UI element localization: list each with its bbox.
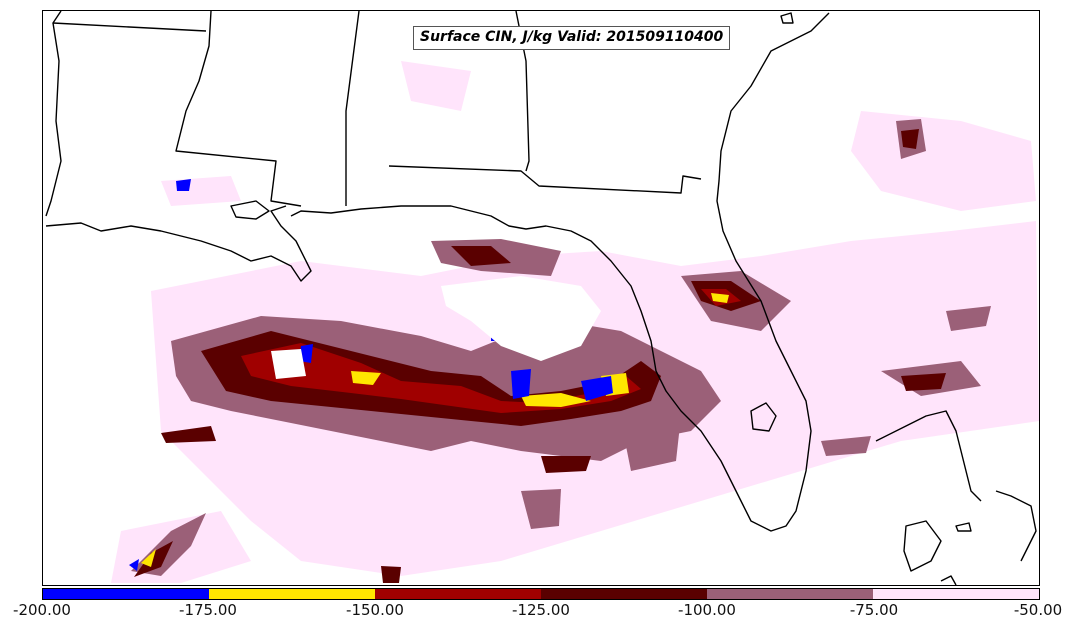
northeast-small-island bbox=[780, 12, 794, 24]
colorbar-tick-label: -175.00 bbox=[179, 601, 237, 619]
lake-pontchartrain bbox=[230, 200, 270, 220]
colorbar-segment-6 bbox=[873, 589, 1039, 599]
colorbar-tick-label: -200.00 bbox=[13, 601, 71, 619]
colorbar-ticks: -200.00 -175.00 -150.00 -125.00 -100.00 … bbox=[0, 600, 1076, 630]
colorbar-tick-label: -75.00 bbox=[849, 601, 899, 619]
colorbar-tick-label: -150.00 bbox=[346, 601, 404, 619]
state-boundary-alabama-florida bbox=[388, 165, 702, 194]
colorbar-segment-2 bbox=[209, 589, 375, 599]
state-boundary-mississippi-west bbox=[175, 11, 302, 207]
state-boundary-louisiana-mississippi-river bbox=[45, 22, 62, 217]
bahamas-island bbox=[903, 520, 942, 572]
cin-clear-area bbox=[271, 276, 601, 379]
cin-field bbox=[111, 61, 1039, 583]
lake-okeechobee bbox=[750, 402, 777, 432]
keys-island bbox=[940, 575, 957, 585]
map-panel: Surface CIN, J/kg Valid: 201509110400 bbox=[42, 10, 1040, 586]
colorbar-tick-label: -125.00 bbox=[512, 601, 570, 619]
map-title: Surface CIN, J/kg Valid: 201509110400 bbox=[413, 26, 731, 50]
colorbar-tick-label: -50.00 bbox=[1013, 601, 1063, 619]
colorbar-segment-3 bbox=[375, 589, 541, 599]
geographic-boundaries bbox=[45, 11, 1037, 585]
state-boundary-mississippi-alabama bbox=[345, 11, 360, 206]
colorbar-segment-4 bbox=[541, 589, 707, 599]
colorbar-segment-1 bbox=[43, 589, 209, 599]
coastline-louisiana bbox=[45, 205, 312, 282]
map-canvas bbox=[45, 11, 1039, 585]
colorbar-segment-5 bbox=[707, 589, 873, 599]
colorbar-tick-label: -100.00 bbox=[678, 601, 736, 619]
cuba-coastline bbox=[875, 410, 982, 502]
coastline-georgia-florida-atlantic bbox=[290, 12, 830, 532]
bahamas-outer-islands bbox=[995, 490, 1037, 562]
colorbar bbox=[42, 588, 1040, 600]
state-boundary-louisiana-arkansas bbox=[52, 11, 207, 32]
small-island-cay bbox=[955, 522, 972, 532]
